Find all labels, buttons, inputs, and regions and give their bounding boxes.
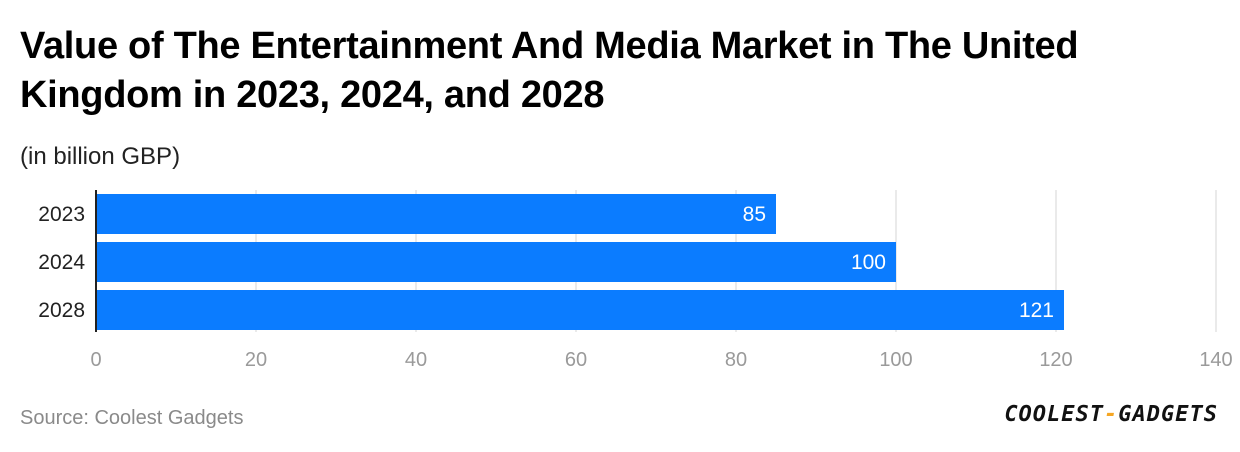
x-tick-label: 20	[245, 349, 267, 371]
x-tick-label: 80	[725, 349, 747, 371]
x-tick-label: 60	[565, 349, 587, 371]
x-tick-label: 140	[1199, 349, 1232, 371]
y-category-label: 2024	[38, 251, 85, 274]
bars: 85 100 121	[96, 194, 1064, 330]
source-note: Source: Coolest Gadgets	[20, 407, 244, 429]
x-tick-label: 120	[1039, 349, 1072, 371]
axes: 0 20 40 60 80 100 120 140 2023 2024 2028	[38, 190, 1233, 371]
brand-logo: COOLEST-GADGETS	[1004, 400, 1218, 430]
logo-separator: -	[1104, 402, 1119, 427]
chart-title: Value of The Entertainment And Media Mar…	[20, 25, 1079, 116]
logo-text-gadgets: GADGETS	[1118, 402, 1218, 427]
chart-subtitle: (in billion GBP)	[20, 143, 181, 170]
y-category-label: 2023	[38, 203, 85, 226]
logo-text-coolest: COOLEST	[1004, 402, 1105, 427]
bar-2024	[96, 242, 896, 282]
bar-2028	[96, 290, 1064, 330]
x-tick-label: 40	[405, 349, 427, 371]
bar-value-label: 85	[743, 203, 766, 226]
bar-chart: 85 100 121 0 20 40 60 80 100 120 140 2023 2024 2028	[38, 190, 1233, 371]
bar-2023	[96, 194, 776, 234]
x-tick-label: 0	[90, 349, 101, 371]
x-tick-label: 100	[879, 349, 912, 371]
y-category-label: 2028	[38, 299, 85, 322]
bar-value-label: 100	[851, 251, 886, 274]
bar-value-label: 121	[1019, 299, 1054, 322]
